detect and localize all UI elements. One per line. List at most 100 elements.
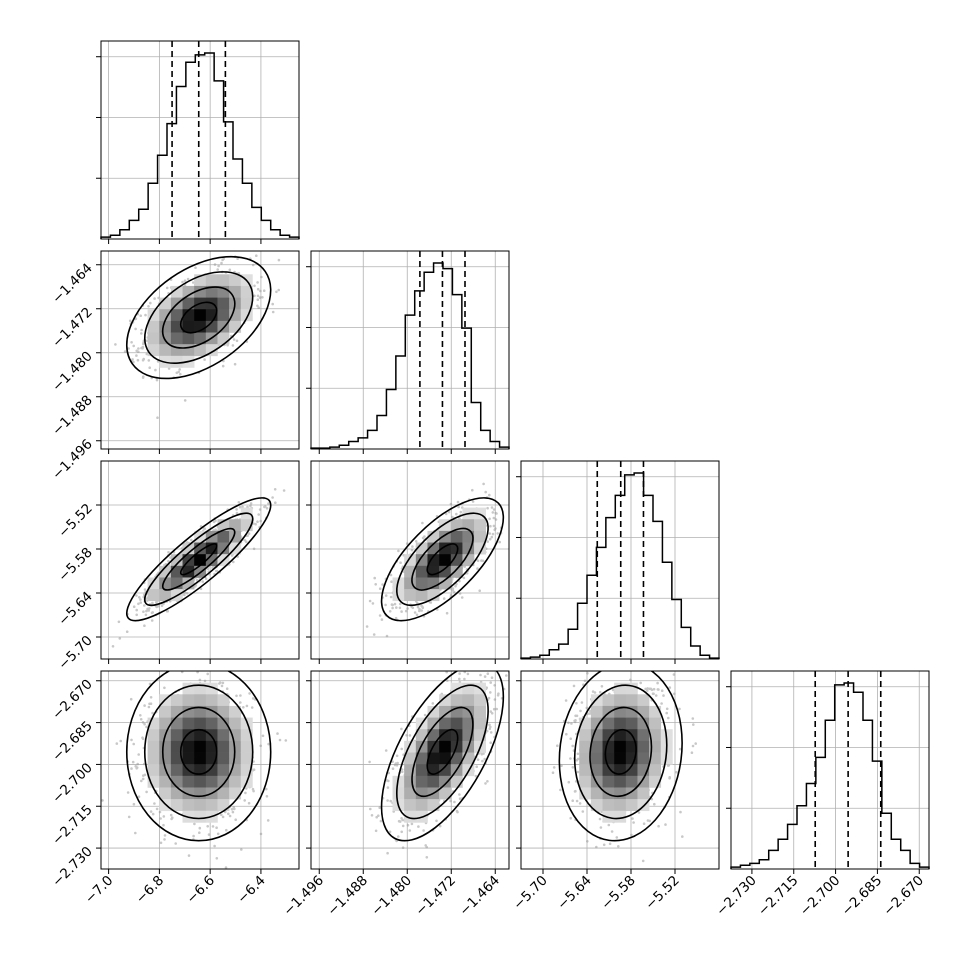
panel-frame [520, 670, 720, 870]
density-cell [590, 694, 603, 707]
density-cell [205, 542, 218, 555]
density-cell [602, 740, 615, 753]
density-cell [614, 810, 627, 823]
density-cell [439, 519, 452, 532]
density-cell [194, 554, 207, 567]
density-cell [194, 694, 207, 707]
density-cell [229, 729, 242, 742]
density-cell [205, 320, 218, 333]
density-cell [462, 530, 475, 543]
density-cell [439, 764, 452, 777]
density-cell [170, 355, 183, 368]
contour-line [426, 543, 459, 576]
density-cell [462, 717, 475, 730]
density-cell [637, 729, 650, 742]
panel-2-0-ytick-label: −5.64 [55, 589, 96, 630]
density-cell [602, 752, 615, 765]
density-cell [462, 729, 475, 742]
density-cell [159, 320, 172, 333]
density-cell [427, 577, 440, 590]
panel-frame [100, 40, 300, 240]
density-cell [392, 787, 405, 800]
density-cell [450, 565, 463, 578]
density-cell [415, 799, 428, 812]
density-cell [205, 344, 218, 357]
density-cell [579, 729, 592, 742]
density-cell [637, 799, 650, 812]
panel-1-0-ytick-label: −1.464 [49, 260, 96, 307]
density-cell [194, 729, 207, 742]
density-cell [194, 274, 207, 287]
density-cell [159, 705, 172, 718]
density-cell [439, 740, 452, 753]
contour-line [143, 271, 254, 365]
density-cell [392, 577, 405, 590]
density-cell [614, 799, 627, 812]
density-cell [159, 740, 172, 753]
density-cell [579, 787, 592, 800]
density-cell [625, 717, 638, 730]
panel-frame [100, 250, 300, 450]
contour-line [125, 255, 272, 380]
panel-content [101, 251, 299, 449]
density-cell [649, 775, 662, 788]
density-cell [205, 717, 218, 730]
density-cell [474, 729, 487, 742]
density-cell [439, 717, 452, 730]
density-cell [194, 717, 207, 730]
density-cell [415, 764, 428, 777]
density-cell [205, 309, 218, 322]
panel-content [521, 671, 719, 869]
density-cell [217, 274, 230, 287]
density-cell [404, 752, 417, 765]
density-cell [579, 740, 592, 753]
density-cell [147, 320, 160, 333]
panel-2-0-ytick-label: −5.70 [55, 633, 96, 674]
density-cell [474, 694, 487, 707]
density-cell [240, 285, 253, 298]
panel-3-0-ytick-label: −2.730 [49, 844, 96, 891]
density-cell [229, 787, 242, 800]
density-cell [217, 542, 230, 555]
density-cell [427, 775, 440, 788]
density-cell [462, 752, 475, 765]
density-cell [462, 682, 475, 695]
density-cell [439, 577, 452, 590]
density-cell [159, 297, 172, 310]
density-cell [649, 764, 662, 777]
density-cell [415, 542, 428, 555]
density-cell [450, 519, 463, 532]
density-cell [404, 554, 417, 567]
density-cell [182, 717, 195, 730]
density-cell [194, 542, 207, 555]
density-cell [404, 764, 417, 777]
density-cell [614, 787, 627, 800]
density-cell [404, 810, 417, 823]
panel-content [101, 671, 299, 869]
density-cell [217, 285, 230, 298]
density-cell [427, 705, 440, 718]
density-cell [217, 799, 230, 812]
density-cell [182, 332, 195, 345]
contour-line [125, 671, 272, 842]
density-cell [182, 309, 195, 322]
density-cell [590, 764, 603, 777]
diag-3-xtick-label: −2.700 [797, 873, 844, 920]
density-cell [415, 787, 428, 800]
scatter-panel-1-0 [100, 250, 300, 450]
density-cell [579, 764, 592, 777]
density-cell [462, 542, 475, 555]
panel-frame [730, 670, 930, 870]
density-cell [217, 764, 230, 777]
density-cell [240, 729, 253, 742]
contour-line [161, 527, 236, 591]
density-cell [170, 764, 183, 777]
density-cell [474, 530, 487, 543]
density-cell [170, 775, 183, 788]
density-cell [392, 589, 405, 602]
density-cell [240, 752, 253, 765]
panel-1-0-ytick-label: −1.472 [49, 304, 96, 351]
panel-2-0-ytick-label: −5.58 [55, 545, 96, 586]
density-cell [439, 729, 452, 742]
